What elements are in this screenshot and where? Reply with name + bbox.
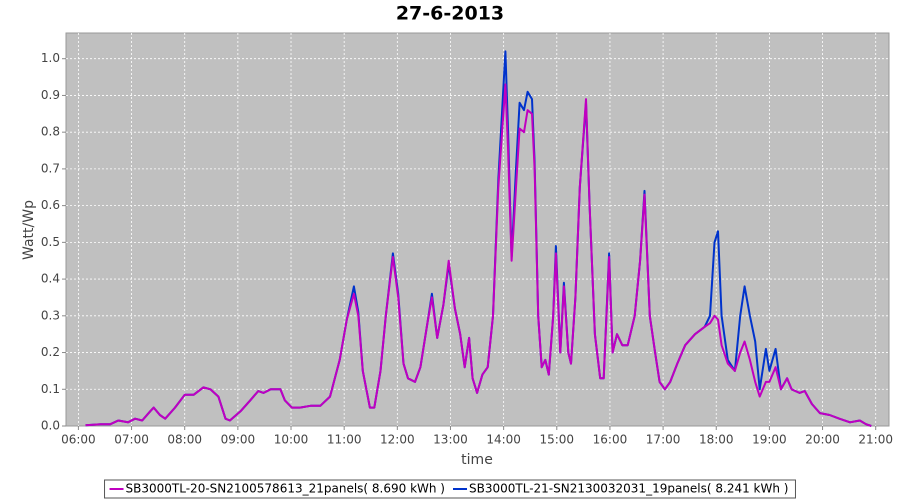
x-tick-label: 18:00 (699, 433, 734, 447)
x-tick-label: 07:00 (114, 433, 149, 447)
legend-box (104, 479, 796, 499)
y-tick-label: 0.1 (41, 382, 60, 396)
y-axis-label: Watt/Wp (21, 200, 37, 260)
chart-title: 27-6-2013 (396, 3, 504, 25)
x-tick-label: 20:00 (805, 433, 840, 447)
y-tick-label: 1.0 (41, 51, 60, 65)
y-tick-label: 0.0 (41, 419, 60, 433)
y-tick-label: 0.7 (41, 161, 60, 175)
y-tick-label: 0.8 (41, 125, 60, 139)
x-tick-label: 09:00 (221, 433, 256, 447)
plot-area (65, 32, 890, 427)
x-tick-label: 11:00 (327, 433, 362, 447)
x-tick-label: 21:00 (858, 433, 893, 447)
x-tick-label: 10:00 (274, 433, 309, 447)
x-tick-label: 06:00 (61, 433, 96, 447)
series-line (85, 83, 872, 427)
y-tick-label: 0.5 (41, 235, 60, 249)
x-tick-label: 15:00 (539, 433, 574, 447)
legend-label: SB3000TL-20-SN2100578613_21panels( 8.690… (126, 482, 445, 496)
y-tick-label: 0.9 (41, 88, 60, 102)
x-tick-label: 08:00 (167, 433, 202, 447)
y-tick-label: 0.4 (41, 272, 60, 286)
y-tick-label: 0.6 (41, 198, 60, 212)
x-tick-label: 17:00 (646, 433, 681, 447)
x-tick-label: 13:00 (433, 433, 468, 447)
x-axis-label: time (461, 452, 493, 468)
x-tick-label: 12:00 (380, 433, 415, 447)
x-tick-label: 19:00 (752, 433, 787, 447)
y-tick-label: 0.2 (41, 345, 60, 359)
y-tick-label: 0.3 (41, 308, 60, 322)
legend: SB3000TL-20-SN2100578613_21panels( 8.690… (104, 479, 796, 499)
x-tick-label: 14:00 (486, 433, 521, 447)
x-tick-label: 16:00 (593, 433, 628, 447)
legend-label: SB3000TL-21-SN2130032031_19panels( 8.241… (469, 482, 788, 496)
